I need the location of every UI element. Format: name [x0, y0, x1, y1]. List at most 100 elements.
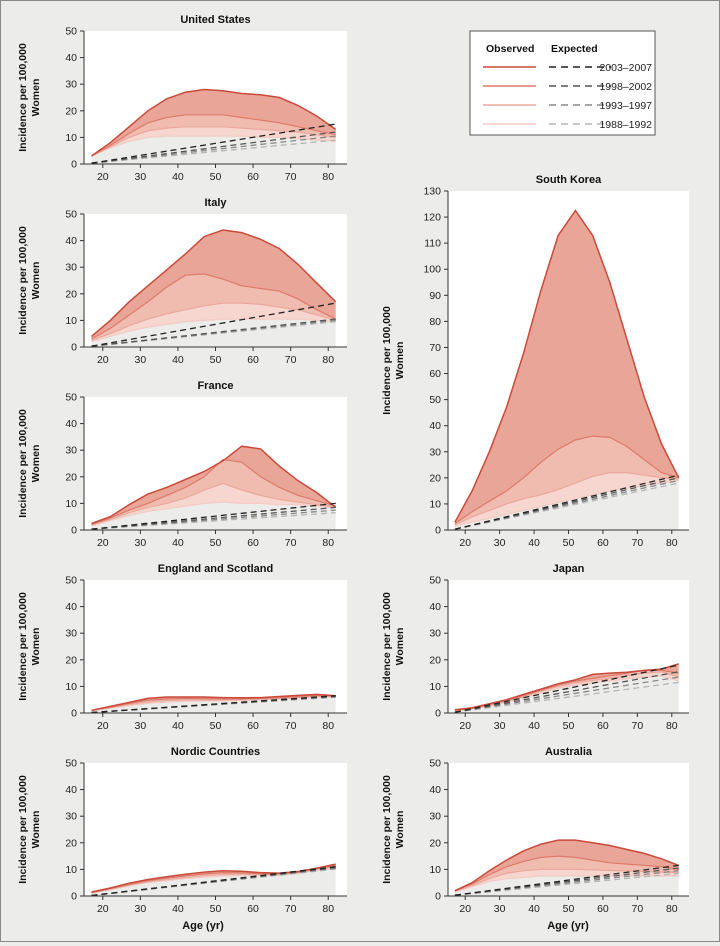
x-tick-label: 60 [597, 903, 609, 915]
band-1993-1997-south-korea [454, 472, 679, 527]
observed-line-2003-2007-england-and-scotland [91, 693, 336, 712]
y-tick-label: 50 [65, 26, 77, 38]
x-tick-label: 60 [597, 720, 609, 732]
x-tick-label: 60 [247, 720, 259, 732]
band-1998-2002-france [91, 459, 336, 525]
x-tick-label: 70 [285, 720, 297, 732]
x-tick-label: 60 [247, 537, 259, 549]
y-tick-label: 50 [65, 209, 77, 221]
band-1988-1992-australia [454, 876, 679, 896]
y-axis-label-japan: Incidence per 100,000Women [381, 592, 406, 701]
y-tick-label: 10 [65, 681, 77, 693]
expected-line-1988-1992-united-states [91, 139, 336, 164]
y-tick-label: 40 [429, 601, 441, 613]
y-tick-label: 60 [429, 368, 441, 380]
x-tick-label: 70 [632, 720, 644, 732]
chart-title-australia: Australia [545, 746, 593, 758]
x-tick-label: 70 [285, 354, 297, 366]
y-tick-label: 40 [429, 784, 441, 796]
legend-observed-heading: Observed [486, 43, 534, 55]
chart-panel-australia: Australia 0 10 20 30 40 50 20 30 40 50 60 70 80 Incide… [381, 746, 689, 915]
expected-line-2003-2007-united-states [91, 123, 336, 164]
y-tick-label: 10 [65, 498, 77, 510]
expected-line-1988-1992-japan [454, 681, 679, 713]
observed-line-1998-2002-united-states [91, 114, 336, 157]
x-tick-label: 40 [528, 537, 540, 549]
expected-line-1988-1992-australia [454, 872, 679, 896]
y-tick-label: 10 [429, 864, 441, 876]
y-tick-label: 30 [429, 811, 441, 823]
observed-line-1993-1997-england-and-scotland [91, 695, 336, 712]
observed-line-1998-2002-france [91, 458, 336, 526]
y-axis-label-south-korea: Incidence per 100,000Women [381, 306, 406, 415]
x-tick-label: 50 [563, 903, 575, 915]
y-tick-label: 10 [65, 864, 77, 876]
band-2003-2007-united-states [91, 89, 336, 156]
x-tick-label: 50 [210, 903, 222, 915]
chart-panel-south-korea: South Korea 0 10 20 30 40 50 60 70 80 90 100 110 120 1… [381, 174, 689, 549]
x-tick-label: 50 [210, 354, 222, 366]
band-1998-2002-united-states [91, 114, 336, 156]
y-tick-label: 50 [65, 575, 77, 587]
x-axis-label-right: Age (yr) [547, 920, 589, 932]
x-tick-label: 70 [285, 537, 297, 549]
expected-line-1993-1997-japan [454, 676, 679, 713]
x-tick-label: 60 [247, 171, 259, 183]
x-tick-label: 40 [172, 903, 184, 915]
plot-area-england-and-scotland [84, 580, 347, 713]
expected-line-1998-2002-united-states [91, 131, 336, 164]
expected-line-1988-1992-south-korea [454, 482, 679, 530]
x-tick-label: 80 [322, 354, 334, 366]
observed-line-1998-2002-england-and-scotland [91, 694, 336, 711]
y-tick-label: 50 [65, 392, 77, 404]
band-1993-1997-italy [91, 303, 336, 342]
legend-period-label: 2003–2007 [599, 62, 652, 74]
observed-line-2003-2007-australia [454, 839, 679, 892]
y-tick-label: 0 [71, 891, 77, 903]
y-tick-label: 130 [423, 186, 441, 198]
x-tick-label: 20 [97, 720, 109, 732]
x-tick-label: 40 [528, 720, 540, 732]
y-tick-label: 80 [429, 316, 441, 328]
x-tick-label: 30 [494, 903, 506, 915]
legend-period-label: 1993–1997 [599, 100, 652, 112]
observed-line-2003-2007-united-states [91, 88, 337, 157]
band-1993-1997-australia [454, 869, 679, 892]
x-tick-label: 20 [97, 354, 109, 366]
y-axis-label-england-and-scotland: Incidence per 100,000Women [17, 592, 42, 701]
expected-line-1993-1997-south-korea [454, 479, 679, 530]
legend-expected-heading: Expected [551, 43, 598, 55]
observed-line-1988-1992-australia [454, 875, 679, 893]
chart-panel-nordic-countries: Nordic Countries 0 10 20 30 40 50 20 30 40 50 60 70 8… [17, 746, 347, 915]
y-axis-label-france: Incidence per 100,000Women [17, 409, 42, 518]
observed-line-1993-1997-south-korea [454, 472, 679, 526]
observed-line-1993-1997-australia [454, 868, 679, 892]
observed-line-2003-2007-japan [454, 663, 679, 711]
chart-panel-japan: Japan 0 10 20 30 40 50 20 30 40 50 60 70 80 Incidence … [381, 563, 689, 732]
observed-line-1993-1997-france [91, 482, 336, 526]
y-tick-label: 10 [65, 315, 77, 327]
x-tick-label: 60 [247, 354, 259, 366]
y-tick-label: 20 [65, 288, 77, 300]
x-tick-label: 20 [97, 537, 109, 549]
y-tick-label: 20 [429, 472, 441, 484]
expected-line-2003-2007-france [91, 502, 336, 530]
observed-line-2003-2007-italy [91, 229, 337, 337]
observed-line-1988-1992-france [91, 501, 336, 527]
x-tick-label: 30 [494, 537, 506, 549]
expected-line-1998-2002-italy [91, 318, 336, 347]
x-tick-label: 30 [135, 720, 147, 732]
chart-panel-united-states: United States 0 10 20 30 40 50 20 30 40 50 60 70 80 In… [17, 14, 347, 183]
y-axis-label-nordic-countries: Incidence per 100,000Women [17, 775, 42, 884]
y-tick-label: 10 [429, 498, 441, 510]
x-tick-label: 50 [210, 171, 222, 183]
y-tick-label: 40 [65, 418, 77, 430]
y-tick-label: 30 [429, 446, 441, 458]
y-tick-label: 40 [65, 601, 77, 613]
chart-title-united-states: United States [180, 14, 250, 26]
x-tick-label: 50 [563, 537, 575, 549]
expected-line-2003-2007-australia [454, 864, 679, 896]
y-tick-label: 0 [435, 891, 441, 903]
x-tick-label: 40 [172, 537, 184, 549]
band-1998-2002-south-korea [454, 436, 679, 525]
